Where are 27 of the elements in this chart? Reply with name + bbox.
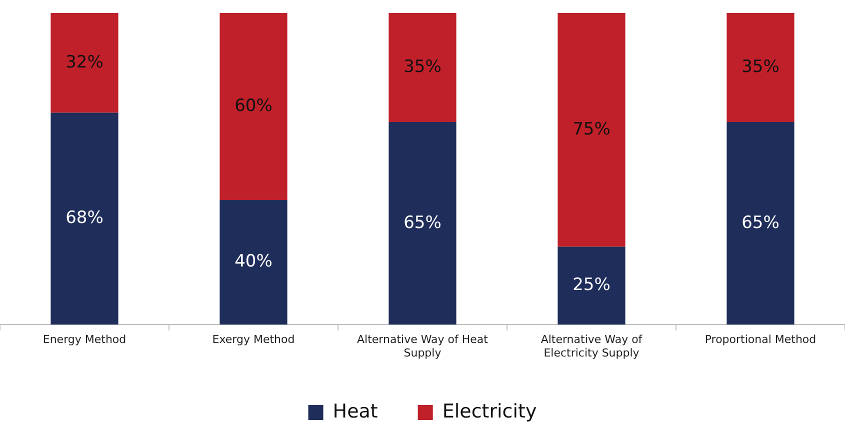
x-tick-label: Alternative Way of Heat Supply (357, 333, 489, 360)
bar (558, 13, 626, 247)
data-label: 35% (742, 56, 780, 77)
x-tick-label: Alternative Way of Electricity Supply (540, 333, 644, 360)
data-label: 25% (572, 275, 610, 296)
legend-label: Electricity (442, 400, 537, 422)
bar (726, 122, 794, 325)
x-tick-label: Energy Method (42, 333, 126, 346)
data-label: 35% (404, 56, 442, 77)
bar (558, 246, 626, 325)
data-label: 32% (66, 52, 104, 72)
data-label: 75% (572, 119, 610, 140)
legend-label: Heat (332, 400, 378, 422)
data-label: 40% (234, 252, 272, 272)
bar (220, 13, 288, 200)
data-label: 65% (404, 212, 442, 233)
bar (726, 13, 794, 122)
bar (388, 122, 456, 325)
bar (220, 200, 288, 325)
data-label: 68% (66, 208, 104, 228)
data-label: 60% (234, 96, 272, 116)
bar (388, 13, 456, 122)
data-label: 65% (742, 212, 780, 233)
bar (50, 112, 118, 325)
bar (50, 13, 118, 113)
x-tick-label: Proportional Method (704, 333, 816, 346)
x-tick-label: Exergy Method (212, 333, 295, 346)
